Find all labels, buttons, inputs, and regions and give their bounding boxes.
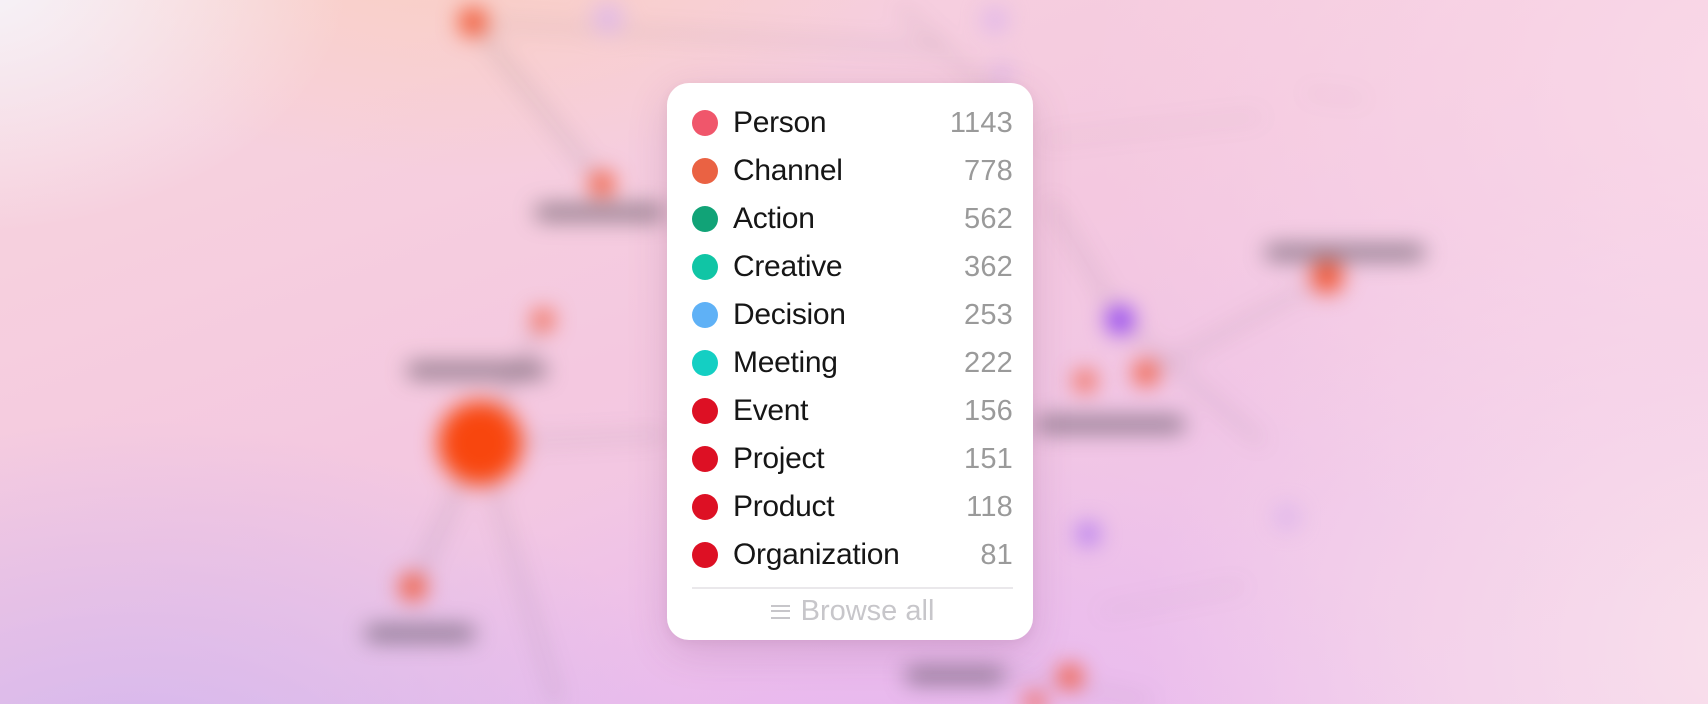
graph-node-label bbox=[535, 204, 665, 220]
category-color-dot bbox=[692, 110, 718, 136]
category-label: Decision bbox=[733, 298, 846, 331]
category-count: 362 bbox=[964, 250, 1013, 283]
graph-node-label bbox=[365, 625, 475, 641]
category-color-dot bbox=[692, 254, 718, 280]
category-count: 151 bbox=[964, 442, 1013, 475]
graph-edge bbox=[1039, 113, 1263, 143]
graph-node-label bbox=[905, 667, 1005, 683]
category-count: 118 bbox=[966, 490, 1013, 523]
category-color-dot bbox=[692, 542, 718, 568]
graph-node-label bbox=[1035, 416, 1185, 432]
legend-divider bbox=[692, 587, 1013, 589]
category-count: 1143 bbox=[949, 106, 1013, 139]
graph-node bbox=[1134, 361, 1158, 385]
graph-node bbox=[533, 310, 553, 330]
category-count: 778 bbox=[964, 154, 1013, 187]
browse-all-button[interactable]: Browse all bbox=[692, 589, 1013, 640]
category-color-dot bbox=[692, 494, 718, 520]
graph-node bbox=[400, 574, 426, 600]
graph-node bbox=[992, 64, 1012, 84]
category-label: Person bbox=[733, 106, 827, 139]
legend-row-product[interactable]: Product 118 bbox=[692, 483, 1013, 531]
graph-edge bbox=[1304, 89, 1366, 102]
category-count: 253 bbox=[964, 298, 1013, 331]
menu-icon bbox=[770, 604, 790, 619]
graph-node-label bbox=[1265, 244, 1425, 260]
graph-node bbox=[438, 401, 522, 485]
legend-card: Person 1143 Channel 778 Action 562 Creat… bbox=[667, 83, 1033, 640]
category-color-dot bbox=[692, 398, 718, 424]
category-label: Product bbox=[733, 490, 835, 523]
graph-node bbox=[1106, 306, 1134, 334]
graph-edge bbox=[1148, 274, 1329, 375]
category-label: Meeting bbox=[733, 346, 838, 379]
category-color-dot bbox=[692, 302, 718, 328]
category-color-dot bbox=[692, 158, 718, 184]
legend-row-meeting[interactable]: Meeting 222 bbox=[692, 339, 1013, 387]
legend-row-event[interactable]: Event 156 bbox=[692, 387, 1013, 435]
graph-edge bbox=[1047, 198, 1123, 322]
category-color-dot bbox=[692, 206, 718, 232]
graph-node bbox=[1275, 505, 1299, 529]
category-label: Creative bbox=[733, 250, 843, 283]
legend-row-channel[interactable]: Channel 778 bbox=[692, 147, 1013, 195]
category-label: Organization bbox=[733, 538, 900, 571]
graph-node bbox=[459, 8, 487, 36]
category-label: Channel bbox=[733, 154, 843, 187]
graph-node bbox=[593, 3, 623, 33]
graph-node bbox=[983, 8, 1007, 32]
legend-row-decision[interactable]: Decision 253 bbox=[692, 291, 1013, 339]
graph-node bbox=[1077, 523, 1099, 545]
legend-row-person[interactable]: Person 1143 bbox=[692, 99, 1013, 147]
legend-row-project[interactable]: Project 151 bbox=[692, 435, 1013, 483]
graph-edge bbox=[472, 19, 941, 51]
legend-row-creative[interactable]: Creative 362 bbox=[692, 243, 1013, 291]
legend-row-action[interactable]: Action 562 bbox=[692, 195, 1013, 243]
graph-node bbox=[590, 172, 614, 196]
graph-edge bbox=[471, 20, 604, 186]
graph-edge bbox=[1099, 582, 1246, 615]
category-count: 81 bbox=[980, 538, 1013, 571]
graph-node bbox=[1025, 692, 1045, 704]
browse-all-label: Browse all bbox=[800, 595, 935, 627]
graph-node bbox=[1311, 261, 1343, 293]
graph-node-label bbox=[407, 362, 547, 378]
category-color-dot bbox=[692, 446, 718, 472]
category-color-dot bbox=[692, 350, 718, 376]
graph-node bbox=[1058, 665, 1082, 689]
category-count: 156 bbox=[964, 394, 1013, 427]
graph-node bbox=[1075, 371, 1095, 391]
category-label: Project bbox=[733, 442, 825, 475]
category-count: 562 bbox=[964, 202, 1013, 235]
category-count: 222 bbox=[964, 346, 1013, 379]
category-label: Action bbox=[733, 202, 815, 235]
category-label: Event bbox=[733, 394, 809, 427]
legend-row-organization[interactable]: Organization 81 bbox=[692, 531, 1013, 579]
